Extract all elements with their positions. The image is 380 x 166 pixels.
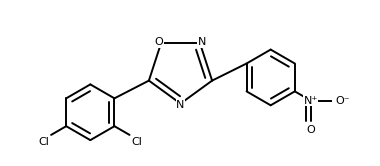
Text: N: N <box>198 38 206 47</box>
Text: Cl: Cl <box>131 137 142 147</box>
Text: O: O <box>306 125 315 135</box>
Text: O⁻: O⁻ <box>336 96 350 106</box>
Text: O: O <box>155 38 163 47</box>
Text: Cl: Cl <box>39 137 49 147</box>
Text: N: N <box>176 100 185 110</box>
Text: N⁺: N⁺ <box>304 96 318 106</box>
